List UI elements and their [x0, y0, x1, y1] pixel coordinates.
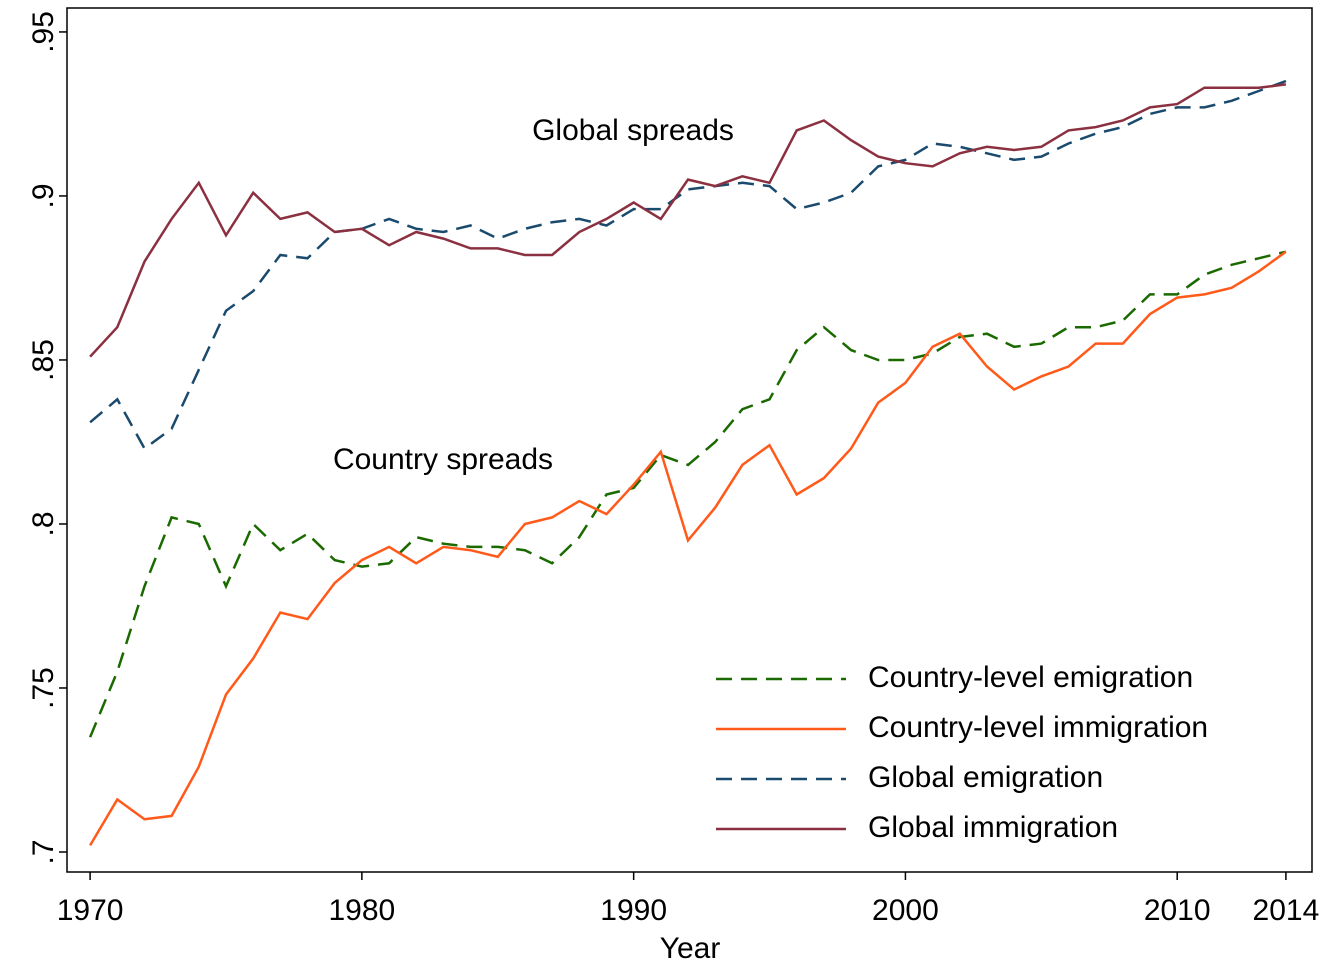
x-tick-label: 2010	[1144, 894, 1211, 927]
x-axis-label: Year	[660, 932, 721, 965]
y-tick-label: .95	[27, 11, 60, 53]
series-line	[89, 83, 1287, 358]
y-tick-label: .8	[27, 511, 60, 536]
y-tick-label: .85	[27, 339, 60, 381]
plot-frame	[66, 7, 1313, 873]
x-tick-label: 2000	[872, 894, 939, 927]
legend-label: Global emigration	[868, 761, 1103, 794]
annotation: Global spreads	[532, 114, 734, 147]
legend-label: Country-level emigration	[868, 661, 1193, 694]
y-tick-label: .9	[27, 183, 60, 208]
legend-label: Global immigration	[868, 811, 1118, 844]
y-tick-label: .7	[27, 839, 60, 864]
x-tick-label: 1970	[57, 894, 124, 927]
x-tick-label: 1980	[329, 894, 396, 927]
annotation: Country spreads	[333, 443, 553, 476]
series-line	[89, 250, 1287, 847]
series-line	[88, 250, 1287, 738]
y-tick-label: .75	[27, 667, 60, 709]
x-tick-label: 2014	[1253, 894, 1320, 927]
legend-label: Country-level immigration	[868, 711, 1208, 744]
x-tick-label: 1990	[600, 894, 667, 927]
series-line	[89, 79, 1287, 451]
